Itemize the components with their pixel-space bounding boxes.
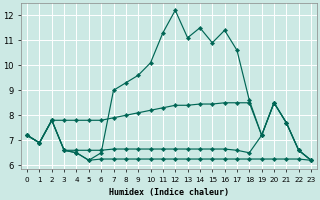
X-axis label: Humidex (Indice chaleur): Humidex (Indice chaleur) bbox=[109, 188, 229, 197]
